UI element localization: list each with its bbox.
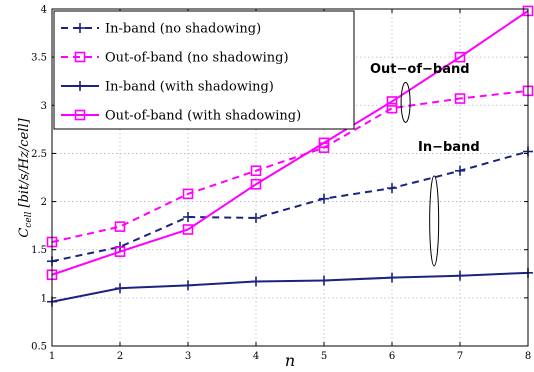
x-tick-label: 6 <box>389 351 395 362</box>
ticks-group: 1 2 3 4 5 6 7 80.511.522.533.54 <box>31 5 531 363</box>
series-line <box>51 271 529 303</box>
x-tick-label: 3 <box>185 351 191 362</box>
legend-label: In-band (with shadowing) <box>105 80 274 95</box>
x-tick-label: 1 <box>49 351 55 362</box>
series-line <box>51 89 529 243</box>
data-point <box>386 102 398 114</box>
y-tick-label: 1 <box>41 293 47 304</box>
y-tick-label: 3.5 <box>31 53 47 64</box>
data-point <box>114 246 126 257</box>
data-point <box>114 221 126 232</box>
legend-marker <box>74 109 86 121</box>
y-tick-label: 0.5 <box>31 342 47 353</box>
y-axis-label-sub: cell <box>24 211 34 227</box>
y-axis-label-main: C <box>17 228 32 238</box>
data-point <box>454 93 466 104</box>
annotation-label: In−band <box>418 140 480 155</box>
x-tick-label: 4 <box>253 351 259 362</box>
annotation-ellipse <box>429 175 440 267</box>
plot-frame <box>51 8 529 347</box>
series-line <box>51 150 529 263</box>
legend-box <box>53 10 355 130</box>
series-line <box>51 10 529 276</box>
data-point <box>250 165 262 177</box>
data-point <box>182 188 194 200</box>
data-point <box>454 51 466 63</box>
legend-label: Out-of-band (with shadowing) <box>105 109 301 124</box>
data-point <box>386 96 398 107</box>
legend: In-band (no shadowing) Out-of-band (no sh… <box>53 10 355 130</box>
x-tick-label: 2 <box>117 351 123 362</box>
y-tick-label: 4 <box>41 5 47 16</box>
y-tick-label: 2.5 <box>31 149 47 160</box>
y-axis-label-unit: [bit/s/Hz/cell] <box>17 117 32 211</box>
x-tick-label: 5 <box>321 351 327 362</box>
x-axis-label: n <box>285 351 295 370</box>
y-tick-label: 2 <box>41 197 47 208</box>
annotations-group: Out−of−band In−band <box>370 62 480 267</box>
annotation-ellipse <box>400 81 411 123</box>
y-axis-label: Ccell [bit/s/Hz/cell] <box>17 117 34 237</box>
data-point <box>182 224 194 235</box>
x-tick-label: 7 <box>457 351 463 362</box>
legend-label: In-band (no shadowing) <box>105 22 261 37</box>
x-tick-label: 8 <box>525 351 531 362</box>
data-point <box>318 137 330 149</box>
y-tick-label: 3 <box>41 101 47 112</box>
legend-marker <box>74 51 86 63</box>
y-tick-label: 1.5 <box>31 245 47 256</box>
annotation-label: Out−of−band <box>370 62 470 77</box>
data-point <box>250 178 262 190</box>
legend-label: Out-of-band (no shadowing) <box>105 51 289 66</box>
